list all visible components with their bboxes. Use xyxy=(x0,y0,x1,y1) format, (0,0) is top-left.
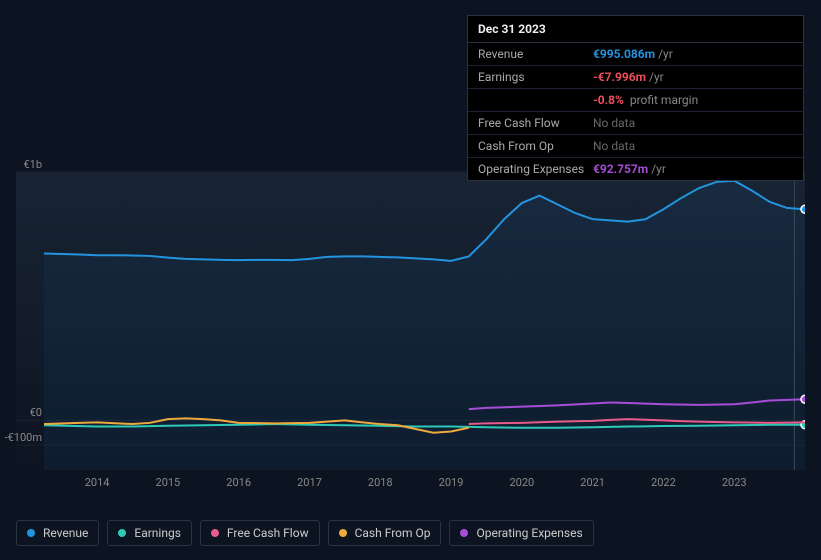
chart-legend: Revenue Earnings Free Cash Flow Cash From O… xyxy=(16,520,594,546)
tooltip-row-label: Free Cash Flow xyxy=(478,116,593,130)
x-axis-label: 2018 xyxy=(368,476,393,489)
y-axis-label: €0 xyxy=(4,406,42,419)
tooltip-row-value: No data xyxy=(593,139,793,153)
tooltip-row-label: Cash From Op xyxy=(478,139,593,153)
x-axis-label: 2016 xyxy=(226,476,251,489)
tooltip-row: Cash From OpNo data xyxy=(468,135,803,158)
x-axis-label: 2019 xyxy=(439,476,464,489)
chart-tooltip: Dec 31 2023 Revenue€995.086m/yrEarnings-… xyxy=(467,15,804,181)
legend-item[interactable]: Free Cash Flow xyxy=(200,520,320,546)
tooltip-row-value: -€7.996m/yr xyxy=(593,70,793,84)
tooltip-row: Operating Expenses€92.757m/yr xyxy=(468,158,803,180)
tooltip-row-label: Operating Expenses xyxy=(478,162,593,176)
legend-item[interactable]: Cash From Op xyxy=(328,520,442,546)
y-axis-label: -€100m xyxy=(4,431,42,444)
legend-dot-icon xyxy=(118,529,126,537)
tooltip-row: Earnings-€7.996m/yr xyxy=(468,66,803,89)
x-axis-label: 2020 xyxy=(509,476,534,489)
y-axis-label: €1b xyxy=(4,158,42,171)
tooltip-row-value: No data xyxy=(593,116,793,130)
legend-dot-icon xyxy=(27,529,35,537)
legend-item-label: Operating Expenses xyxy=(476,526,582,540)
financial-chart: €1b€0-€100m 2014201520162017201820192020… xyxy=(16,160,805,500)
x-axis-label: 2021 xyxy=(580,476,605,489)
legend-dot-icon xyxy=(460,529,468,537)
tooltip-row: Revenue€995.086m/yr xyxy=(468,43,803,66)
tooltip-row-label: Earnings xyxy=(478,70,593,84)
legend-item[interactable]: Revenue xyxy=(16,520,99,546)
x-axis-label: 2023 xyxy=(722,476,747,489)
legend-item-label: Revenue xyxy=(43,526,88,540)
legend-dot-icon xyxy=(339,529,347,537)
legend-item[interactable]: Operating Expenses xyxy=(449,520,593,546)
tooltip-row-extra: -0.8% profit margin xyxy=(468,89,803,112)
tooltip-row-value: €92.757m/yr xyxy=(593,162,793,176)
legend-item-label: Earnings xyxy=(134,526,181,540)
x-axis-label: 2014 xyxy=(85,476,110,489)
tooltip-rows: Revenue€995.086m/yrEarnings-€7.996m/yr-0… xyxy=(468,43,803,180)
tooltip-row-label: Revenue xyxy=(478,47,593,61)
x-axis-label: 2017 xyxy=(297,476,322,489)
legend-item-label: Free Cash Flow xyxy=(227,526,309,540)
tooltip-row: Free Cash FlowNo data xyxy=(468,112,803,135)
chart-svg xyxy=(16,160,805,500)
legend-item-label: Cash From Op xyxy=(355,526,431,540)
x-axis-label: 2022 xyxy=(651,476,676,489)
legend-dot-icon xyxy=(211,529,219,537)
x-axis-label: 2015 xyxy=(156,476,181,489)
legend-item[interactable]: Earnings xyxy=(107,520,192,546)
tooltip-date: Dec 31 2023 xyxy=(468,16,803,43)
tooltip-row-value: €995.086m/yr xyxy=(593,47,793,61)
